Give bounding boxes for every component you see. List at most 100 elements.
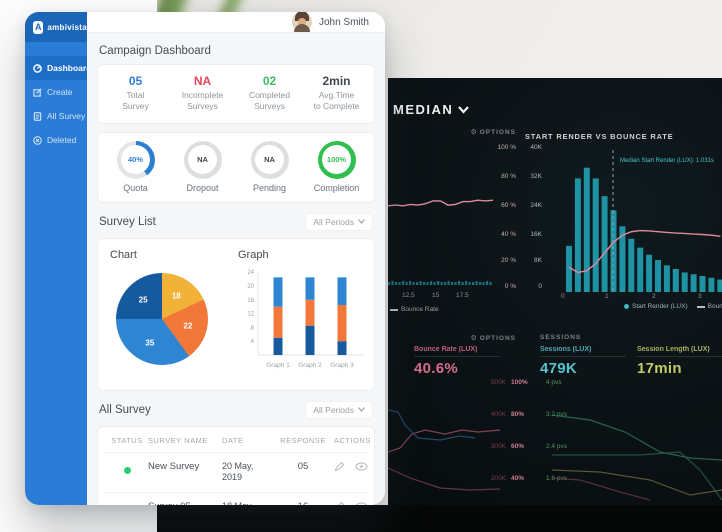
all-survey-period-filter[interactable]: All Periods bbox=[305, 400, 373, 419]
bar-graph-section: Graph 24 20 16 12 8 4 Graph 1 Graph 2 Graph 3 bbox=[238, 249, 366, 382]
svg-text:8: 8 bbox=[251, 325, 255, 331]
stats-panel: 05 Total Survey NA Incomplete Surveys 02 C… bbox=[97, 64, 375, 124]
median-annotation: Median Start Render (LUX): 1.031s bbox=[620, 158, 715, 164]
axis-row: 400K 80% bbox=[490, 411, 525, 418]
kpi-value: 40.6% bbox=[414, 360, 459, 377]
document-icon bbox=[33, 111, 42, 121]
trend-sparklines bbox=[388, 409, 722, 501]
progress-ring: 100% bbox=[317, 140, 356, 179]
panel-b-ytick: 8K bbox=[534, 257, 542, 264]
survey-table: STATUS SURVEY NAME DATE RESPONSE ACTIONS… bbox=[97, 425, 375, 505]
avatar[interactable] bbox=[291, 12, 312, 32]
bounce-rate-line-chart bbox=[388, 199, 494, 285]
main-area: John Smith Campaign Dashboard 05 Total Su… bbox=[87, 12, 385, 505]
panel-b-xtick: 2 bbox=[652, 293, 656, 300]
panel-b-xtick: 0 bbox=[561, 293, 565, 300]
axis-row: 200K 40% bbox=[490, 475, 525, 482]
sidebar-item-deleted[interactable]: Deleted bbox=[25, 128, 87, 152]
ring-quota: 40% Quota bbox=[102, 140, 169, 193]
ring-dropout: NA Dropout bbox=[169, 140, 236, 193]
stat-avg-time: 2min Avg.Time to Complete bbox=[313, 74, 360, 112]
start-render-histogram bbox=[566, 150, 722, 292]
app-logo: A ambivista bbox=[25, 12, 87, 42]
panel-b-ytick: 16K bbox=[530, 231, 542, 238]
panel-a-ytick: 60 % bbox=[501, 202, 516, 209]
panel-b-title: START RENDER VS BOUNCE RATE bbox=[525, 132, 674, 141]
dashboard-icon bbox=[33, 63, 42, 73]
view-eye-icon[interactable] bbox=[355, 461, 368, 472]
svg-text:4: 4 bbox=[251, 339, 255, 345]
svg-text:Graph 1: Graph 1 bbox=[266, 362, 290, 369]
kpi-label: Session Length (LUX) bbox=[637, 346, 722, 357]
panel-b-xtick: 1 bbox=[605, 293, 609, 300]
chart-graph-panel: Chart 18 22 35 25 Graph 24 20 16 12 8 4 Graph 1 Gr… bbox=[97, 237, 375, 391]
pie-chart-section: Chart 18 22 35 25 bbox=[110, 249, 238, 382]
ring-completion: 100% Completion bbox=[303, 140, 370, 193]
sidebar-item-all-survey[interactable]: All Survey bbox=[25, 104, 87, 128]
chevron-down-icon bbox=[358, 407, 365, 413]
svg-text:Graph 3: Graph 3 bbox=[330, 362, 354, 369]
pie-slice-label: 18 bbox=[171, 291, 181, 301]
survey-list-period-filter[interactable]: All Periods bbox=[305, 212, 373, 231]
analytics-monitor-screen: MEDIAN ⚙ OPTIONS 100 % 80 % 60 % 40 % 20 … bbox=[388, 78, 722, 505]
axis-row: 500K 100% bbox=[490, 379, 528, 386]
axis-row: 300K 60% bbox=[490, 443, 525, 450]
survey-dashboard-card: A ambivista Dashboard Create All Survey bbox=[25, 12, 385, 505]
panel-b-ytick: 32K bbox=[530, 173, 542, 180]
panel-a-ytick: 80 % bbox=[501, 173, 516, 180]
panel-a-options-button[interactable]: ⚙ OPTIONS bbox=[470, 129, 516, 136]
all-survey-title: All Survey bbox=[99, 403, 151, 416]
pvs-tick: 2.4 pvs bbox=[546, 443, 567, 450]
svg-text:20: 20 bbox=[247, 284, 254, 290]
survey-stacked-bar-chart: 24 20 16 12 8 4 Graph 1 Graph 2 Graph 3 bbox=[247, 270, 364, 369]
table-header-row: STATUS SURVEY NAME DATE RESPONSE ACTIONS bbox=[106, 429, 370, 453]
kpi-sessions: Sessions (LUX) 479K bbox=[540, 346, 626, 377]
median-label: MEDIAN bbox=[393, 102, 454, 117]
table-row[interactable]: Survey 05 18 May,2019 16 bbox=[106, 493, 368, 505]
survey-list-header: Survey List All Periods bbox=[99, 212, 373, 231]
panel-a-xtick: 15 bbox=[432, 292, 440, 299]
stat-completed: 02 Completed Surveys bbox=[248, 74, 291, 112]
panel-a-ytick: 20 % bbox=[501, 257, 516, 264]
pie-slice-label: 35 bbox=[145, 338, 155, 348]
chart-title: Chart bbox=[110, 248, 137, 261]
view-eye-icon[interactable] bbox=[355, 501, 368, 505]
panel-a-legend: Bounce Rate bbox=[390, 306, 439, 313]
kpi-options-button[interactable]: ⚙ OPTIONS bbox=[470, 335, 516, 342]
line-marker-icon bbox=[696, 305, 705, 308]
svg-text:16: 16 bbox=[247, 298, 254, 304]
svg-text:12: 12 bbox=[247, 312, 254, 318]
sidebar-item-dashboard[interactable]: Dashboard bbox=[25, 56, 91, 80]
topbar: John Smith bbox=[87, 12, 385, 33]
brand-name: ambivista bbox=[47, 22, 87, 32]
chevron-down-icon bbox=[458, 105, 470, 114]
kpi-session-length: Session Length (LUX) 17min bbox=[637, 346, 722, 377]
median-dropdown[interactable]: MEDIAN bbox=[393, 102, 470, 117]
panel-b-ytick: 40K bbox=[530, 144, 542, 151]
panel-a-ytick: 0 % bbox=[504, 283, 516, 290]
pvs-tick: 3.2 pvs bbox=[546, 411, 567, 418]
progress-ring: NA bbox=[250, 140, 289, 179]
table-row[interactable]: New Survey 20 May, 2019 05 bbox=[106, 453, 368, 494]
edit-pencil-icon[interactable] bbox=[334, 501, 345, 505]
panel-b-ytick: 0 bbox=[538, 283, 542, 290]
kpi-bounce-rate: Bounce Rate (LUX) 40.6% bbox=[414, 346, 500, 377]
panel-b-xtick: 3 bbox=[698, 293, 702, 300]
progress-ring: 40% bbox=[116, 140, 155, 179]
sessions-header: SESSIONS bbox=[540, 334, 582, 341]
sidebar-nav: Dashboard Create All Survey Deleted bbox=[25, 56, 91, 152]
sidebar: A ambivista Dashboard Create All Survey bbox=[25, 12, 91, 505]
pie-slice-label: 25 bbox=[138, 295, 148, 305]
stat-total-survey: 05 Total Survey bbox=[122, 74, 149, 112]
stat-incomplete: NA Incomplete Surveys bbox=[181, 74, 224, 112]
edit-pencil-icon[interactable] bbox=[334, 461, 345, 472]
graph-title: Graph bbox=[238, 248, 269, 261]
panel-b-legend: Start Render (LUX) Bounce Rate bbox=[624, 303, 722, 310]
status-dot bbox=[123, 466, 131, 474]
kpi-value: 17min bbox=[637, 360, 682, 377]
dashboard-content: Campaign Dashboard 05 Total Survey NA Inc… bbox=[87, 33, 385, 505]
edit-icon bbox=[33, 87, 42, 97]
sidebar-item-create[interactable]: Create bbox=[25, 80, 87, 104]
line-marker-icon bbox=[390, 308, 398, 311]
